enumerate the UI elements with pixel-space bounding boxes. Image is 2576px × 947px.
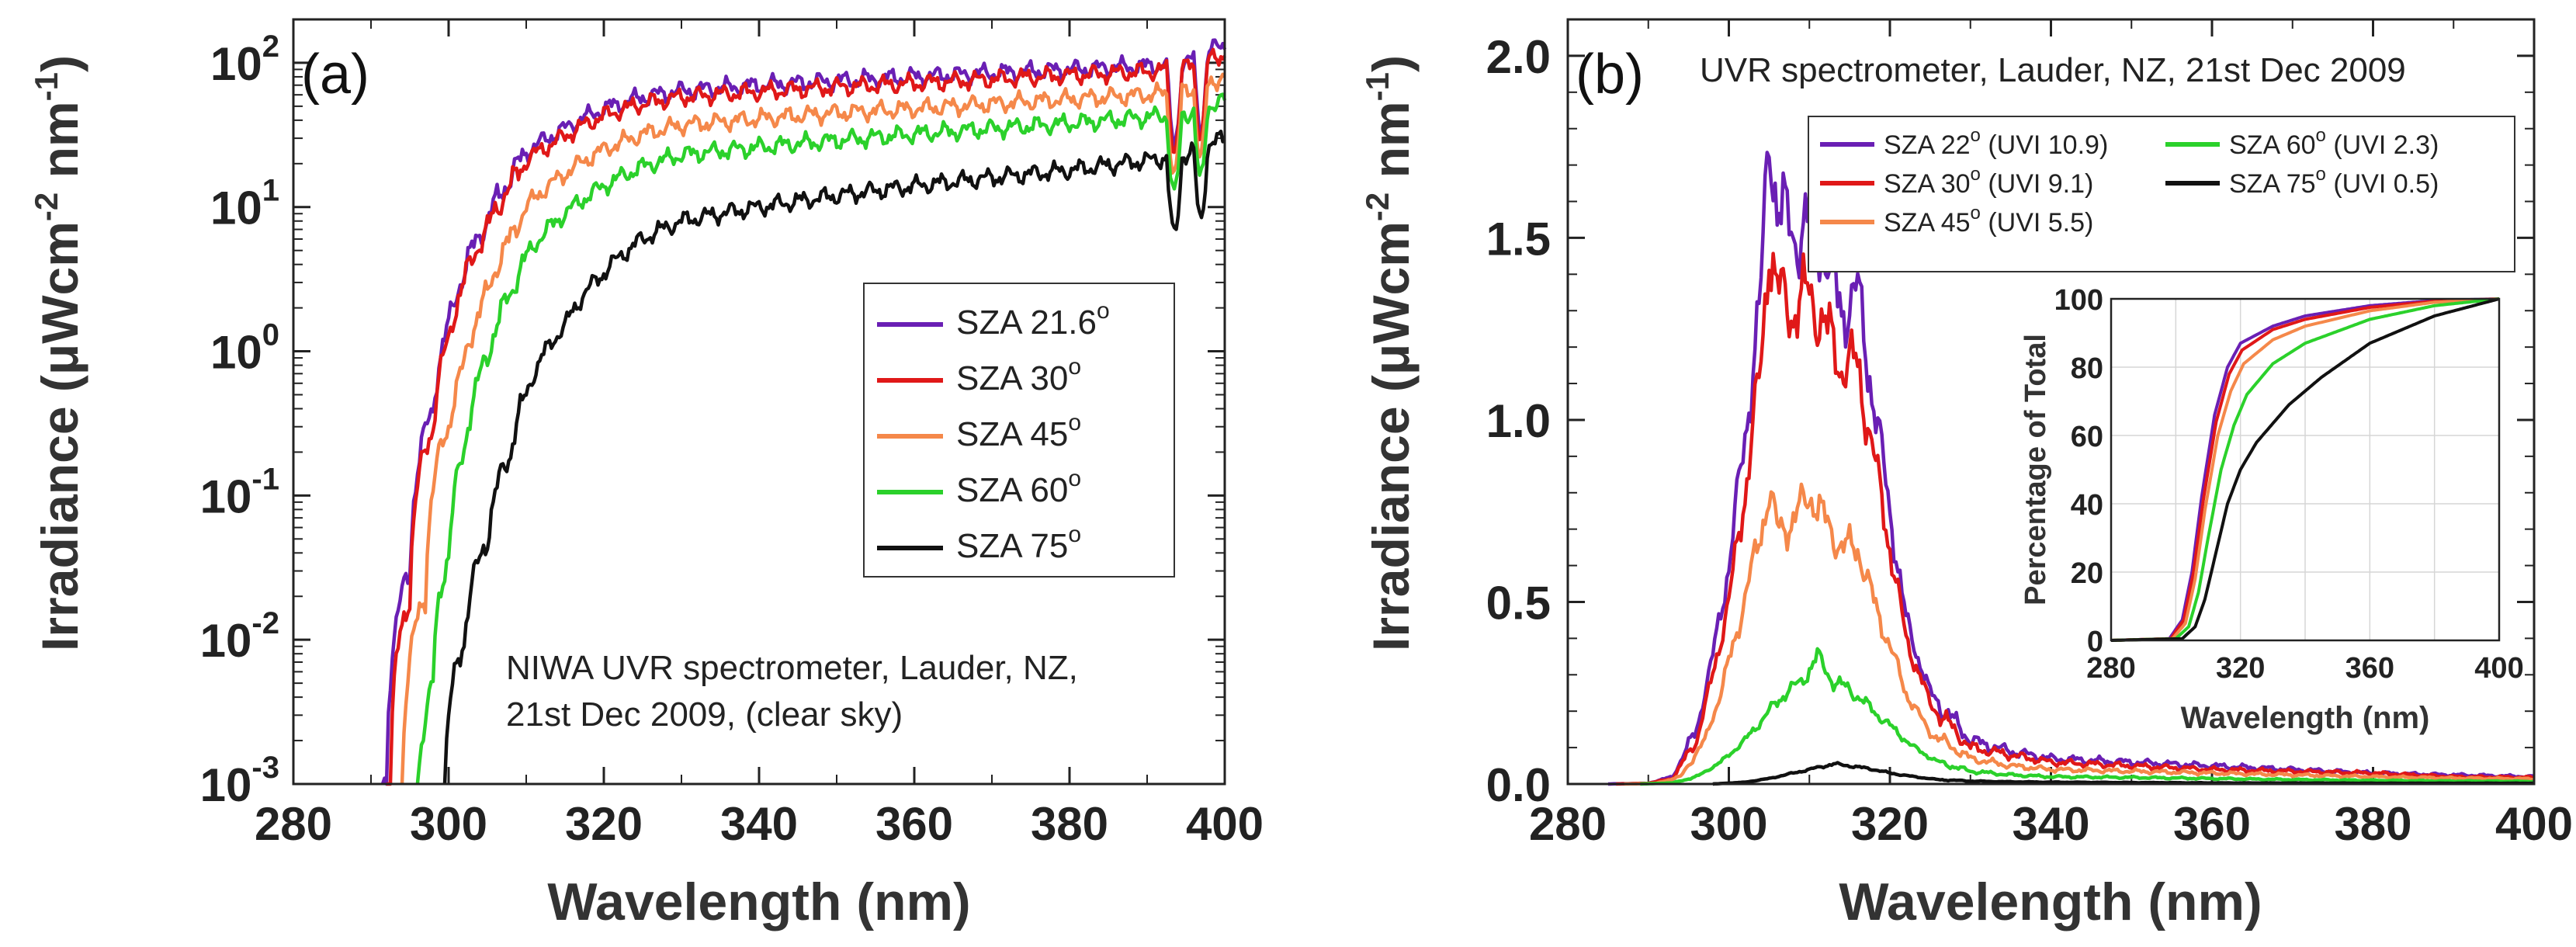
panel-b-series-line [1640, 647, 2535, 786]
inset-series-line [2110, 297, 2500, 642]
panel-a-series-line [387, 47, 1226, 786]
panel-b-series-line [1624, 482, 2534, 786]
panel-b-xtick-label: 300 [1690, 798, 1767, 850]
panel-b-xtick-label: 320 [1851, 798, 1929, 850]
inset-xtick-label: 400 [2474, 652, 2523, 685]
panel-b-label: (b) [1576, 43, 1644, 106]
panel-a-ytick-label: 10-1 [200, 462, 279, 522]
panel-b-ytick-label: 0.5 [1486, 577, 1551, 629]
panel-b-ytick-label: 1.0 [1486, 395, 1551, 447]
panel-a-legend-entry: SZA 45o [956, 410, 1081, 453]
panel-b-xtick-label: 400 [2495, 798, 2573, 850]
panel-a-label: (a) [301, 43, 369, 106]
panel-a-ytick-label: 100 [210, 318, 279, 379]
inset-series [2110, 297, 2500, 642]
panel-a: Irradiance (μWcm-2 nm-1) 10-3 10-2 10-1 100… [28, 18, 1264, 931]
panel-b-plot-frame [1566, 18, 2536, 786]
panel-a-annotation-line-1: NIWA UVR spectrometer, Lauder, NZ, [506, 649, 1078, 687]
panel-b-legend-box [1808, 116, 2515, 272]
inset-ytick-labels: 0 20 40 60 80 100 [2054, 284, 2103, 658]
panel-a-ytick-labels: 10-3 10-2 10-1 100 101 102 [200, 29, 279, 811]
panel-a-legend-entry: SZA 75o [956, 522, 1081, 565]
inset-ytick-label: 60 [2071, 421, 2103, 453]
panel-b-title: UVR spectrometer, Lauder, NZ, 21st Dec 2… [1700, 51, 2406, 89]
panel-b-legend-entry: SZA 75o (UVI 0.5) [2229, 164, 2439, 199]
inset-chart: 0 20 40 60 80 100 280 320 360 400 Percentage of … [2020, 284, 2524, 735]
panel-b: Irradiance (μWcm-2 nm-1) 0.0 0.5 1.0 1.5 2.0… [1359, 18, 2573, 931]
panel-a-legend-box [863, 283, 1175, 578]
panel-b-xtick-label: 340 [2012, 798, 2089, 850]
panel-a-xtick-label: 400 [1186, 798, 1264, 850]
panel-b-ytick-label: 1.5 [1486, 213, 1551, 265]
panel-a-xtick-label: 280 [255, 798, 332, 850]
panel-a-ytick-label: 10-2 [200, 606, 279, 667]
panel-a-series-line [442, 129, 1226, 785]
panel-a-series [380, 38, 1227, 786]
panel-a-plot-frame [292, 18, 1226, 786]
inset-ylabel: Percentage of Total [2020, 334, 2052, 605]
panel-a-xtick-label: 340 [720, 798, 798, 850]
inset-xtick-labels: 280 320 360 400 [2086, 652, 2523, 685]
panel-a-ytick-label: 102 [210, 29, 279, 90]
panel-b-legend-entry: SZA 45o (UVI 5.5) [1884, 203, 2093, 238]
panel-a-xtick-label: 320 [565, 798, 643, 850]
panel-b-ytick-labels: 0.0 0.5 1.0 1.5 2.0 [1486, 31, 1551, 811]
panel-b-xlabel: Wavelength (nm) [1839, 872, 2262, 931]
panel-a-series-line [400, 72, 1226, 785]
inset-series-line [2111, 297, 2500, 642]
panel-a-xtick-label: 300 [410, 798, 487, 850]
inset-xtick-label: 360 [2345, 652, 2394, 685]
panel-a-series-line [415, 92, 1227, 783]
panel-a-ylabel: Irradiance (μWcm-2 nm-1) [28, 55, 88, 651]
panel-b-xtick-label: 380 [2334, 798, 2411, 850]
inset-plot-frame [2110, 297, 2501, 642]
panel-b-legend-entry: SZA 22o (UVI 10.9) [1884, 125, 2108, 160]
panel-b-xtick-label: 280 [1529, 798, 1607, 850]
inset-xtick-label: 320 [2216, 652, 2265, 685]
panel-a-ytick-label: 101 [210, 174, 279, 234]
panel-a-xtick-label: 380 [1031, 798, 1108, 850]
panel-a-legend-entry: SZA 60o [956, 466, 1081, 509]
panel-a-legend: SZA 21.6o SZA 30o SZA 45o SZA 60o SZA 75o [863, 283, 1175, 578]
panel-b-ylabel: Irradiance (μWcm-2 nm-1) [1359, 55, 1420, 651]
inset-xlabel: Wavelength (nm) [2181, 701, 2430, 735]
panel-b-series-line [1616, 251, 2535, 786]
panel-a-ytick-label: 10-3 [200, 751, 279, 811]
panel-b-xtick-labels: 280 300 320 340 360 380 400 [1529, 798, 2573, 850]
panel-b-ytick-label: 0.0 [1486, 759, 1551, 811]
panel-b-xtick-label: 360 [2173, 798, 2251, 850]
panel-a-xtick-labels: 280 300 320 340 360 380 400 [255, 798, 1264, 850]
panel-b-legend-entry: SZA 30o (UVI 9.1) [1884, 164, 2093, 199]
panel-a-xtick-label: 360 [875, 798, 953, 850]
panel-a-legend-entry: SZA 21.6o [956, 298, 1110, 342]
inset-ytick-label: 0 [2087, 626, 2103, 658]
panel-b-legend-entry: SZA 60o (UVI 2.3) [2229, 125, 2439, 160]
panel-a-xlabel: Wavelength (nm) [547, 872, 970, 931]
panel-b-ytick-label: 2.0 [1486, 31, 1551, 83]
inset-ytick-label: 20 [2071, 557, 2103, 590]
inset-ytick-label: 40 [2071, 489, 2103, 522]
inset-xtick-label: 280 [2086, 652, 2135, 685]
inset-ytick-label: 100 [2054, 284, 2103, 317]
panel-a-annotation-line-2: 21st Dec 2009, (clear sky) [506, 696, 903, 734]
panel-a-legend-entry: SZA 30o [956, 354, 1081, 397]
panel-b-legend: SZA 22o (UVI 10.9) SZA 30o (UVI 9.1) SZA 4… [1808, 116, 2515, 272]
panel-a-series-line [380, 38, 1227, 786]
inset-ytick-label: 80 [2071, 352, 2103, 385]
